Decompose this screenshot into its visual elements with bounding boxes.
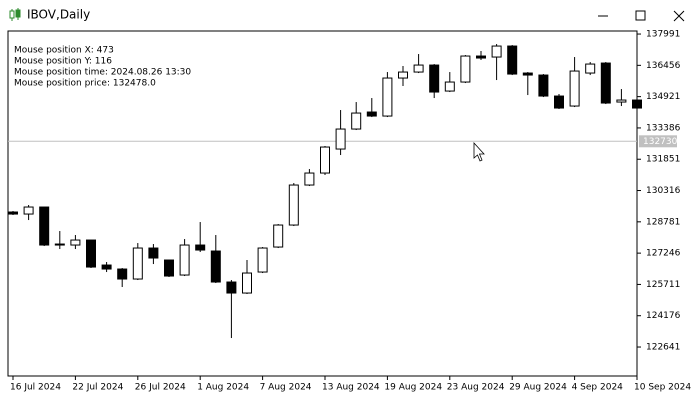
info-line: Mouse position price: 132478.0: [14, 79, 156, 89]
candle-body: [398, 71, 408, 79]
candle-body: [366, 111, 377, 117]
y-tick-label: 125711: [646, 280, 680, 290]
candle-body: [600, 62, 611, 104]
y-tick-label: 134921: [646, 92, 680, 102]
candle-body: [460, 55, 471, 83]
y-tick-label: 122641: [646, 343, 680, 353]
candle-body: [476, 55, 486, 59]
candle-body: [569, 70, 580, 107]
candle-body: [86, 239, 96, 268]
candle-body: [210, 250, 221, 283]
candle-body: [148, 247, 159, 259]
x-tick-label: 10 Sep 2024: [634, 383, 691, 393]
candle-body: [288, 184, 299, 226]
candle-body: [538, 74, 549, 97]
info-line: Mouse position Y: 116: [14, 57, 112, 67]
x-tick-label: 29 Aug 2024: [509, 383, 567, 393]
candle-body: [616, 99, 627, 103]
candle-body: [101, 264, 112, 270]
candle-body: [273, 224, 284, 248]
maximize-button[interactable]: [635, 10, 646, 21]
candle-body: [132, 247, 143, 280]
candle-body: [554, 95, 564, 109]
x-tick-label: 22 Jul 2024: [72, 383, 123, 393]
last-price-box: [639, 135, 677, 148]
info-line: Mouse position X: 473: [14, 46, 114, 56]
info-line: Mouse position time: 2024.08.26 13:30: [14, 68, 191, 78]
candle-body: [54, 243, 65, 246]
candle-body: [382, 77, 393, 117]
y-tick-label: 137991: [646, 30, 680, 40]
candle-body: [351, 112, 362, 130]
y-tick-label: 133386: [646, 123, 681, 133]
x-tick-label: 13 Aug 2024: [322, 383, 380, 393]
y-tick-label: 131851: [646, 155, 680, 165]
candle-body: [522, 72, 533, 76]
candle-body: [335, 128, 346, 150]
candle-body: [444, 81, 455, 92]
candle-body: [195, 244, 206, 251]
candle-body: [507, 45, 518, 75]
candle-body: [413, 64, 424, 73]
candle-body: [179, 244, 190, 276]
x-tick-label: 4 Sep 2024: [572, 383, 624, 393]
window-title: IBOV,Daily: [27, 8, 90, 22]
app-icon: [9, 8, 21, 21]
y-tick-label: 136456: [646, 61, 681, 71]
candle-body: [70, 239, 81, 246]
candle-body: [491, 45, 502, 58]
candle-body: [8, 211, 18, 215]
plot-area: [7, 30, 638, 377]
candle-body: [304, 172, 315, 186]
y-tick-label: 127246: [646, 249, 681, 259]
close-button[interactable]: [673, 10, 685, 22]
candle-body: [257, 247, 268, 273]
chart: 137991 136456 134921 133386 131851 130316 1287…: [8, 30, 691, 393]
candle-body: [164, 259, 174, 277]
y-tick-label: 130316: [646, 186, 681, 196]
x-tick-label: 26 Jul 2024: [135, 383, 186, 393]
y-tick-label: 128781: [646, 217, 680, 227]
x-tick-label: 7 Aug 2024: [260, 383, 312, 393]
candle-body: [242, 272, 252, 294]
candle-body: [429, 64, 440, 93]
candle-body: [632, 99, 642, 109]
x-tick-label: 19 Aug 2024: [384, 383, 442, 393]
x-tick-label: 23 Aug 2024: [447, 383, 505, 393]
candle-body: [39, 206, 50, 246]
last-price-label: 132730: [643, 137, 678, 147]
candle-body: [226, 281, 237, 294]
candle-body: [320, 146, 330, 174]
mouse-cursor: [473, 141, 485, 162]
candle-body: [23, 206, 34, 215]
candle-body: [585, 63, 596, 74]
x-tick-label: 16 Jul 2024: [10, 383, 61, 393]
x-tick-label: 1 Aug 2024: [197, 383, 249, 393]
candle-body: [117, 268, 128, 280]
y-tick-label: 124176: [646, 311, 681, 321]
